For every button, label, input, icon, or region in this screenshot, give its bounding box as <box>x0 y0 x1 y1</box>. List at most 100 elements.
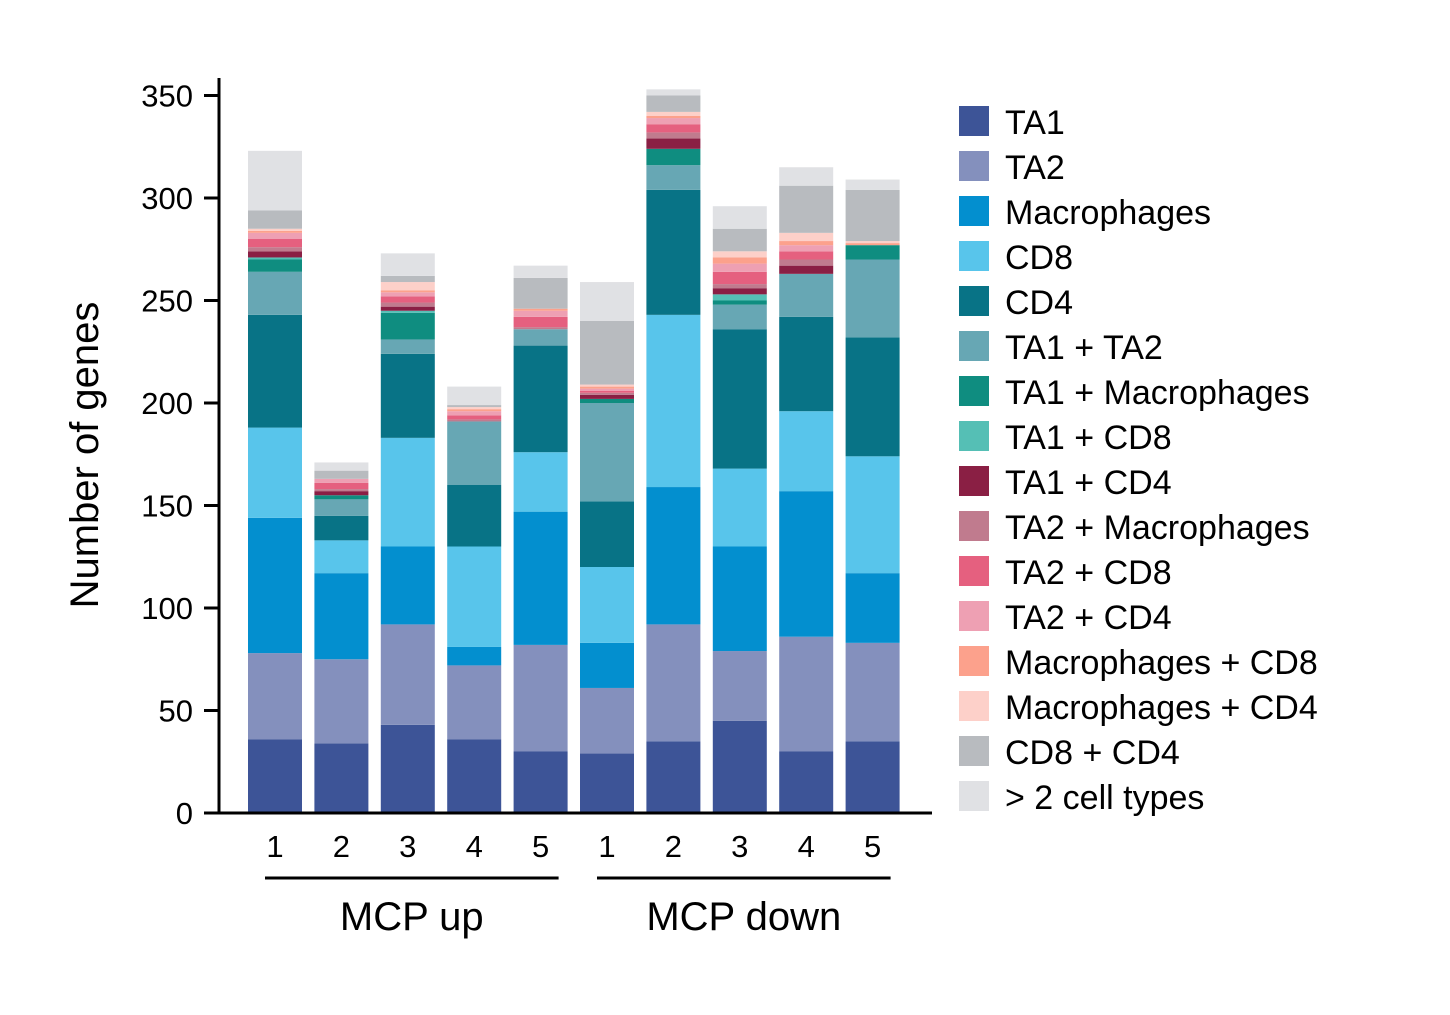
bar-segment-9-s5 <box>779 316 834 412</box>
y-tick-label: 0 <box>176 796 193 831</box>
bar-segment-6-s1 <box>580 753 634 813</box>
legend-label: TA1 + CD8 <box>1005 419 1172 457</box>
bar-segment-3-s1 <box>380 724 435 813</box>
x-tick-label: 2 <box>665 829 682 864</box>
legend-label: CD8 + CD4 <box>1005 734 1180 772</box>
legend-swatch <box>959 376 989 406</box>
bar-segment-7-s2 <box>646 624 701 742</box>
bar-segment-6-s10 <box>580 392 634 395</box>
legend-label: CD8 <box>1005 239 1073 277</box>
bar-segment-7-s7 <box>646 148 701 166</box>
bar-segment-2-s9 <box>314 491 369 496</box>
bar-segment-6-s6 <box>580 403 634 502</box>
bar-segment-3-s10 <box>380 302 435 307</box>
legend-label: TA1 + CD4 <box>1005 464 1172 502</box>
bar-segment-9-s15 <box>779 185 834 233</box>
legend-label: TA2 + Macrophages <box>1005 509 1310 547</box>
bar-segment-4-s2 <box>447 665 502 740</box>
legend-swatch <box>959 106 989 136</box>
x-tick-label: 5 <box>532 829 549 864</box>
bar-segment-10-s4 <box>845 456 900 574</box>
bar-segment-8-s12 <box>712 263 767 272</box>
bar-segment-6-s11 <box>580 390 634 393</box>
bar-segment-2-s3 <box>314 573 369 660</box>
bar-segment-2-s5 <box>314 515 369 541</box>
bar-segment-2-s10 <box>314 489 369 492</box>
bar-segment-7-s6 <box>646 165 701 190</box>
bar-segment-4-s16 <box>447 386 502 406</box>
legend-swatch <box>959 781 989 811</box>
legend-label: Macrophages + CD8 <box>1005 644 1318 682</box>
bar-segment-9-s3 <box>779 491 834 637</box>
bar-segment-4-s3 <box>447 646 502 666</box>
bar-segment-5-s6 <box>513 329 568 346</box>
bar-segment-6-s7 <box>580 398 634 403</box>
bars-layer <box>248 89 900 813</box>
y-tick-label: 200 <box>141 386 193 421</box>
bar-segment-9-s4 <box>779 411 834 492</box>
bar-segment-1-s6 <box>248 271 302 315</box>
bar-segment-2-s16 <box>314 462 369 471</box>
bar-segment-4-s5 <box>447 485 502 547</box>
bar-segment-9-s14 <box>779 232 834 242</box>
bar-segment-4-s14 <box>447 407 502 410</box>
bar-segment-8-s1 <box>712 720 767 813</box>
bar-segment-1-s5 <box>248 314 302 428</box>
bar-segment-6-s2 <box>580 687 634 754</box>
bar-segment-9-s9 <box>779 265 834 274</box>
bar-segment-1-s3 <box>248 517 302 654</box>
bar-segment-4-s10 <box>447 419 502 422</box>
legend-label: TA2 + CD8 <box>1005 554 1172 592</box>
bar-segment-9-s11 <box>779 251 834 260</box>
legend-label: Macrophages + CD4 <box>1005 689 1318 727</box>
bar-segment-5-s11 <box>513 316 568 328</box>
legend-swatch <box>959 286 989 316</box>
bar-segment-1-s16 <box>248 150 302 211</box>
bar-segment-3-s15 <box>380 275 435 283</box>
bar-segment-1-s12 <box>248 232 302 239</box>
group-label: MCP up <box>340 895 484 939</box>
legend-swatch <box>959 646 989 676</box>
y-tick-label: 300 <box>141 181 193 216</box>
bar-segment-5-s10 <box>513 327 568 330</box>
bar-segment-6-s13 <box>580 386 634 389</box>
bar-segment-6-s12 <box>580 388 634 391</box>
bar-segment-4-s13 <box>447 409 502 412</box>
bar-segment-6-s15 <box>580 321 634 385</box>
bar-segment-8-s7 <box>712 300 767 305</box>
bar-segment-8-s8 <box>712 294 767 301</box>
y-tick-label: 100 <box>141 591 193 626</box>
bar-segment-3-s11 <box>380 296 435 303</box>
bar-segment-8-s15 <box>712 228 767 252</box>
bar-segment-9-s13 <box>779 241 834 246</box>
legend-label: TA1 + Macrophages <box>1005 374 1310 412</box>
bar-segment-8-s9 <box>712 288 767 295</box>
bar-segment-6-s16 <box>580 282 634 321</box>
x-tick-label: 1 <box>598 829 615 864</box>
bar-segment-3-s6 <box>380 339 435 354</box>
bar-segment-7-s10 <box>646 132 701 139</box>
bar-segment-8-s16 <box>712 206 767 229</box>
x-tick-label: 4 <box>798 829 815 864</box>
bar-segment-10-s6 <box>845 259 900 338</box>
bar-segment-1-s10 <box>248 247 302 252</box>
bar-segment-7-s3 <box>646 487 701 625</box>
bar-segment-10-s2 <box>845 642 900 742</box>
bar-segment-3-s16 <box>380 253 435 276</box>
legend-label: > 2 cell types <box>1005 779 1204 817</box>
legend-swatch <box>959 196 989 226</box>
x-tick-label: 3 <box>399 829 416 864</box>
bar-segment-1-s2 <box>248 653 302 740</box>
bar-segment-3-s12 <box>380 292 435 297</box>
x-tick-label: 5 <box>864 829 881 864</box>
bar-segment-7-s14 <box>646 111 701 116</box>
bar-segment-5-s13 <box>513 308 568 311</box>
x-tick-label: 4 <box>466 829 483 864</box>
bar-segment-4-s11 <box>447 415 502 420</box>
bar-segment-2-s11 <box>314 482 369 490</box>
bar-segment-7-s11 <box>646 124 701 133</box>
bar-segment-2-s4 <box>314 540 369 574</box>
bar-segment-1-s11 <box>248 239 302 248</box>
bar-segment-2-s6 <box>314 499 369 516</box>
